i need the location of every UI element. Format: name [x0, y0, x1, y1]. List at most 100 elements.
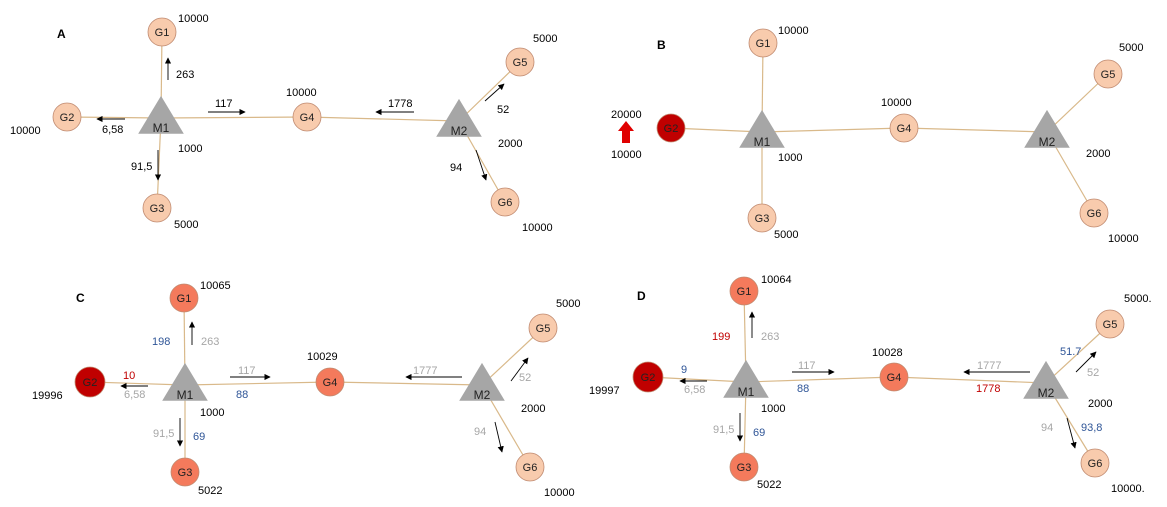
- flow-label: 263: [188, 321, 219, 348]
- edge-g4-m2: [903, 127, 1048, 133]
- daughter-circle: [505, 47, 535, 77]
- daughter-circle: [1079, 198, 1109, 228]
- node-value: 5000: [556, 298, 580, 310]
- flow-label: 263: [164, 57, 194, 81]
- node-g5: G5 5000.: [1095, 293, 1152, 339]
- node-g1: G1 10000: [748, 25, 809, 58]
- node-label: G5: [536, 323, 551, 335]
- node-g4: G4 10000: [286, 87, 322, 132]
- node-value: 1000: [200, 407, 224, 419]
- flow-value: 1777: [977, 360, 1001, 372]
- node-g3: G3 5000: [142, 193, 198, 231]
- node-value: 2000: [498, 138, 522, 150]
- node-g1: G1 10064: [729, 274, 792, 306]
- daughter-circle: [515, 452, 545, 482]
- flow-label: 10: [120, 370, 148, 390]
- flow-value: 10: [123, 370, 135, 382]
- flow-label: 199: [712, 331, 730, 343]
- flow-label: 1777: [963, 360, 1030, 376]
- mother-triangle: [723, 359, 769, 398]
- node-g2: G2 10000: [10, 102, 82, 137]
- flow-arrow: [484, 83, 505, 102]
- flow-value: 1778: [976, 383, 1000, 395]
- daughter-circle: [169, 283, 199, 313]
- flow-value: 6,58: [124, 389, 145, 401]
- node-label: M2: [1038, 386, 1055, 400]
- mother-triangle: [162, 362, 208, 401]
- node-value: 5022: [198, 485, 222, 497]
- flow-label: 6,58: [96, 115, 125, 136]
- node-g6: G6 10000: [1079, 198, 1139, 245]
- node-label: G6: [523, 462, 538, 474]
- node-m1: M1 1000: [739, 109, 802, 164]
- daughter-circle: [729, 452, 759, 482]
- mother-triangle: [459, 362, 505, 401]
- node-label: G4: [323, 377, 338, 389]
- node-label: G3: [150, 203, 165, 215]
- flow-label: 6,58: [684, 384, 705, 396]
- node-g4: G4 10000: [881, 97, 919, 143]
- flow-label: 198: [152, 336, 170, 348]
- daughter-circle: [656, 113, 686, 143]
- mother-triangle: [1023, 360, 1069, 399]
- node-value: 10000: [778, 25, 809, 37]
- node-value: 10064: [761, 274, 792, 286]
- node-label: G6: [1088, 458, 1103, 470]
- flow-label: 69: [753, 427, 765, 439]
- node-g2: G2 19997: [589, 361, 664, 397]
- flow-label: 6,58: [124, 389, 145, 401]
- flow-value: 6,58: [102, 124, 123, 136]
- node-g3: G3 5000: [747, 203, 798, 241]
- flow-value: 117: [238, 365, 256, 377]
- node-label: G3: [737, 462, 752, 474]
- flow-label: 91,5: [153, 418, 184, 447]
- flow-label: 94: [1041, 417, 1077, 449]
- node-value: 19996: [32, 390, 63, 402]
- daughter-circle: [1093, 59, 1123, 89]
- node-value: 20000: [611, 109, 642, 121]
- node-value: 10000: [544, 487, 575, 499]
- node-m1: M1 1000: [162, 362, 224, 419]
- node-label: G3: [755, 213, 770, 225]
- node-label: G6: [1087, 208, 1102, 220]
- flow-arrow: [475, 149, 488, 181]
- daughter-circle: [632, 361, 664, 393]
- node-label: G3: [178, 467, 193, 479]
- edge-m1-g4: [761, 127, 905, 133]
- daughter-circle: [142, 193, 172, 223]
- node-value: 10065: [200, 280, 231, 292]
- node-label: G6: [498, 197, 513, 209]
- node-label: M1: [177, 388, 194, 402]
- edge-m1-g4: [745, 376, 895, 383]
- mother-triangle: [436, 98, 482, 137]
- flow-arrow: [1075, 351, 1097, 373]
- flow-label: 94: [450, 149, 488, 181]
- node-g3: G3 5022: [729, 452, 781, 491]
- flow-value: 117: [215, 98, 233, 110]
- edge-g4-m2: [329, 381, 483, 386]
- node-g4: G4 10028: [872, 347, 909, 392]
- node-g3: G3 5022: [170, 457, 222, 497]
- flow-value: 263: [761, 331, 779, 343]
- previous-value: 10000: [611, 149, 642, 161]
- node-label: G4: [300, 112, 315, 124]
- node-label: G4: [897, 123, 912, 135]
- node-value: 10000: [10, 125, 41, 137]
- edge-g4-m2: [893, 376, 1047, 384]
- node-value: 10000: [1108, 233, 1139, 245]
- node-value: 10028: [872, 347, 903, 359]
- daughter-circle: [1095, 309, 1125, 339]
- node-value: 10000: [881, 97, 912, 109]
- daughter-circle: [315, 367, 345, 397]
- node-m2: M2 2000: [436, 98, 522, 150]
- flow-value: 1777: [413, 365, 437, 377]
- node-label: M2: [1039, 135, 1056, 149]
- daughter-circle: [147, 17, 177, 47]
- daughter-circle: [74, 366, 106, 398]
- node-value: 10000: [522, 222, 553, 234]
- node-label: G5: [513, 57, 528, 69]
- node-label: G5: [1101, 69, 1116, 81]
- flow-value: 69: [753, 427, 765, 439]
- node-value: 10029: [307, 351, 338, 363]
